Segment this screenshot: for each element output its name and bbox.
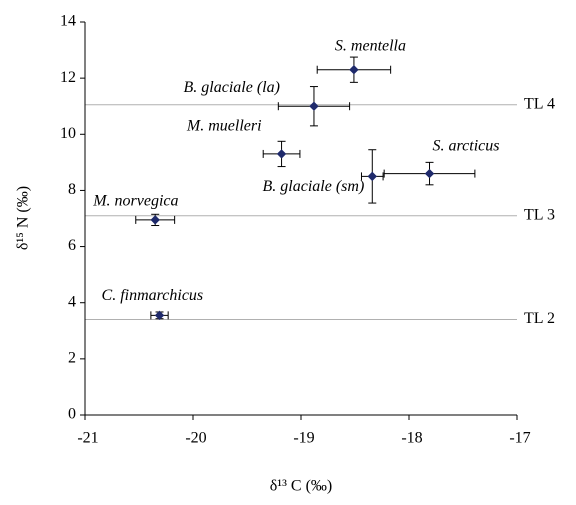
point-label: M. norvegica [92,193,178,210]
y-tick-label: 14 [60,13,76,30]
y-tick-label: 4 [68,293,76,310]
y-tick-label: 0 [68,406,76,423]
point [276,149,287,159]
y-tick-label: 10 [60,125,76,142]
x-tick-label: -18 [401,430,422,447]
point [367,171,377,182]
y-tick-label: 6 [68,237,76,254]
point [424,168,435,179]
y-tick-label: 2 [68,350,76,367]
point-label: C. finmarchicus [102,287,204,304]
x-tick-label: -21 [77,430,98,447]
point-label: S. mentella [335,37,406,54]
point [150,215,160,225]
y-tick-label: 8 [68,181,76,198]
reference-label: TL 3 [524,206,555,223]
point [154,310,165,321]
point-label: B. glaciale (sm) [263,178,365,195]
reference-label: TL 4 [524,95,555,112]
x-tick-label: -20 [185,430,206,447]
point [349,65,359,75]
point-label: S. arcticus [433,137,500,154]
reference-label: TL 2 [524,310,555,327]
x-tick-label: -17 [509,430,530,447]
x-axis-label: δ¹³ C (‰) [270,478,332,495]
x-tick-label: -19 [293,430,314,447]
y-tick-label: 12 [60,69,76,86]
point-label: M. muelleri [186,118,262,135]
point-label: B. glaciale (la) [184,79,280,96]
y-axis-label: δ¹⁵ N (‰) [15,186,32,250]
point [309,101,319,111]
